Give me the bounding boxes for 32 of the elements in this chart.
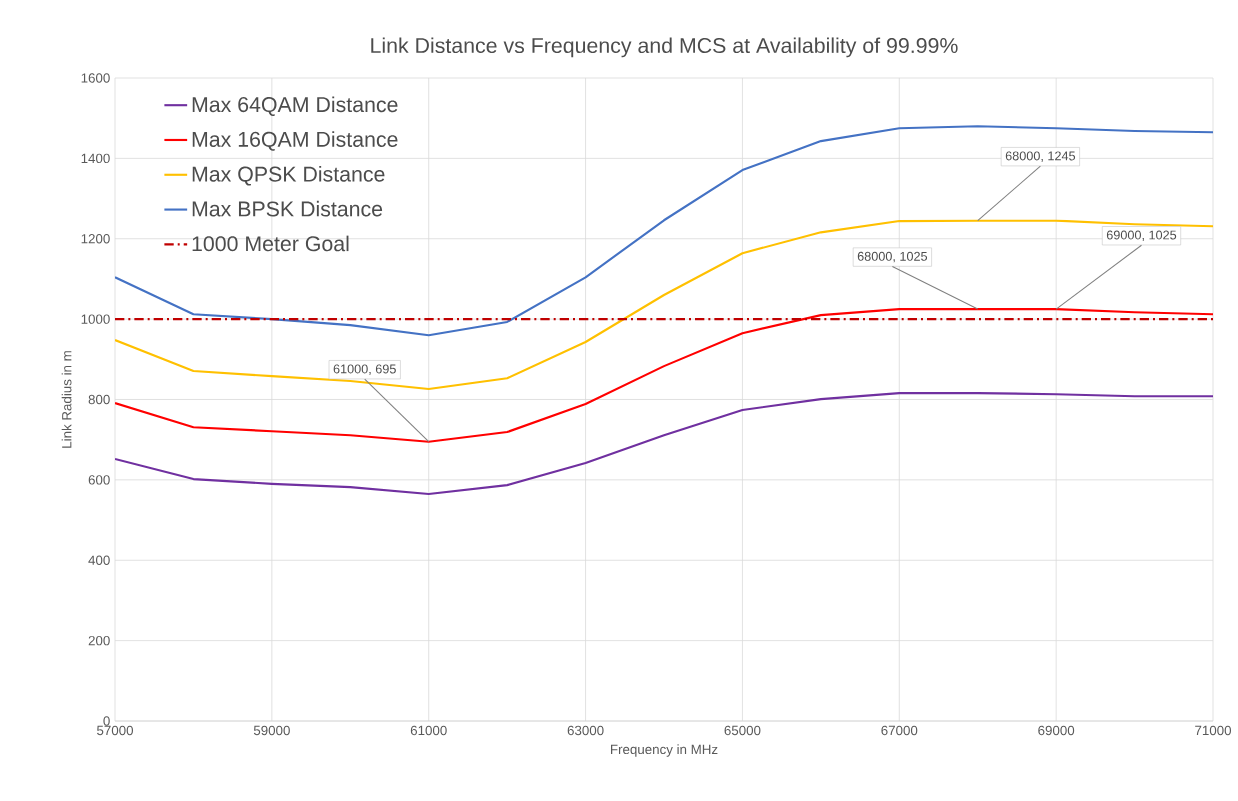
x-tick-label: 65000 bbox=[724, 725, 761, 736]
annotation: 68000, 1025 bbox=[857, 251, 928, 263]
annotation: 61000, 695 bbox=[333, 364, 396, 375]
x-axis-title: Frequency in MHz bbox=[611, 744, 718, 757]
y-axis-title: Link Radius in m bbox=[61, 351, 72, 448]
y-tick-label: 1600 bbox=[81, 73, 110, 83]
legend-label: Max 16QAM Distance bbox=[192, 131, 398, 151]
x-tick-label: 57000 bbox=[97, 725, 134, 736]
x-tick-label: 59000 bbox=[253, 725, 290, 736]
line-series bbox=[115, 219, 1214, 391]
y-tick-label: 400 bbox=[88, 555, 110, 565]
line-series bbox=[115, 392, 1214, 496]
x-tick-label: 61000 bbox=[410, 725, 447, 736]
y-tick-label: 0 bbox=[103, 716, 110, 726]
legend-label: Max QPSK Distance bbox=[192, 166, 385, 186]
y-tick-label: 1200 bbox=[81, 234, 110, 244]
y-tick-label: 1000 bbox=[81, 314, 110, 324]
annotation: 69000, 1025 bbox=[1106, 230, 1177, 241]
x-tick-label: 63000 bbox=[567, 725, 604, 736]
y-tick-label: 200 bbox=[88, 635, 110, 646]
legend-label: Max 64QAM Distance bbox=[192, 96, 398, 116]
x-tick-label: 71000 bbox=[1195, 725, 1232, 736]
legend-label: Max BPSK Distance bbox=[192, 200, 383, 217]
legend-label: 1000 Meter Goal bbox=[192, 235, 349, 252]
y-tick-label: 1400 bbox=[81, 153, 110, 164]
x-tick-label: 69000 bbox=[1038, 725, 1075, 736]
x-tick-label: 67000 bbox=[881, 725, 918, 736]
annotation: 68000, 1245 bbox=[1005, 151, 1076, 162]
y-tick-label: 800 bbox=[88, 394, 110, 405]
y-tick-label: 600 bbox=[88, 475, 110, 485]
line-series bbox=[115, 125, 1214, 337]
chart-title: Link Distance vs Frequency and MCS at Availability of 99.99% bbox=[371, 37, 958, 58]
